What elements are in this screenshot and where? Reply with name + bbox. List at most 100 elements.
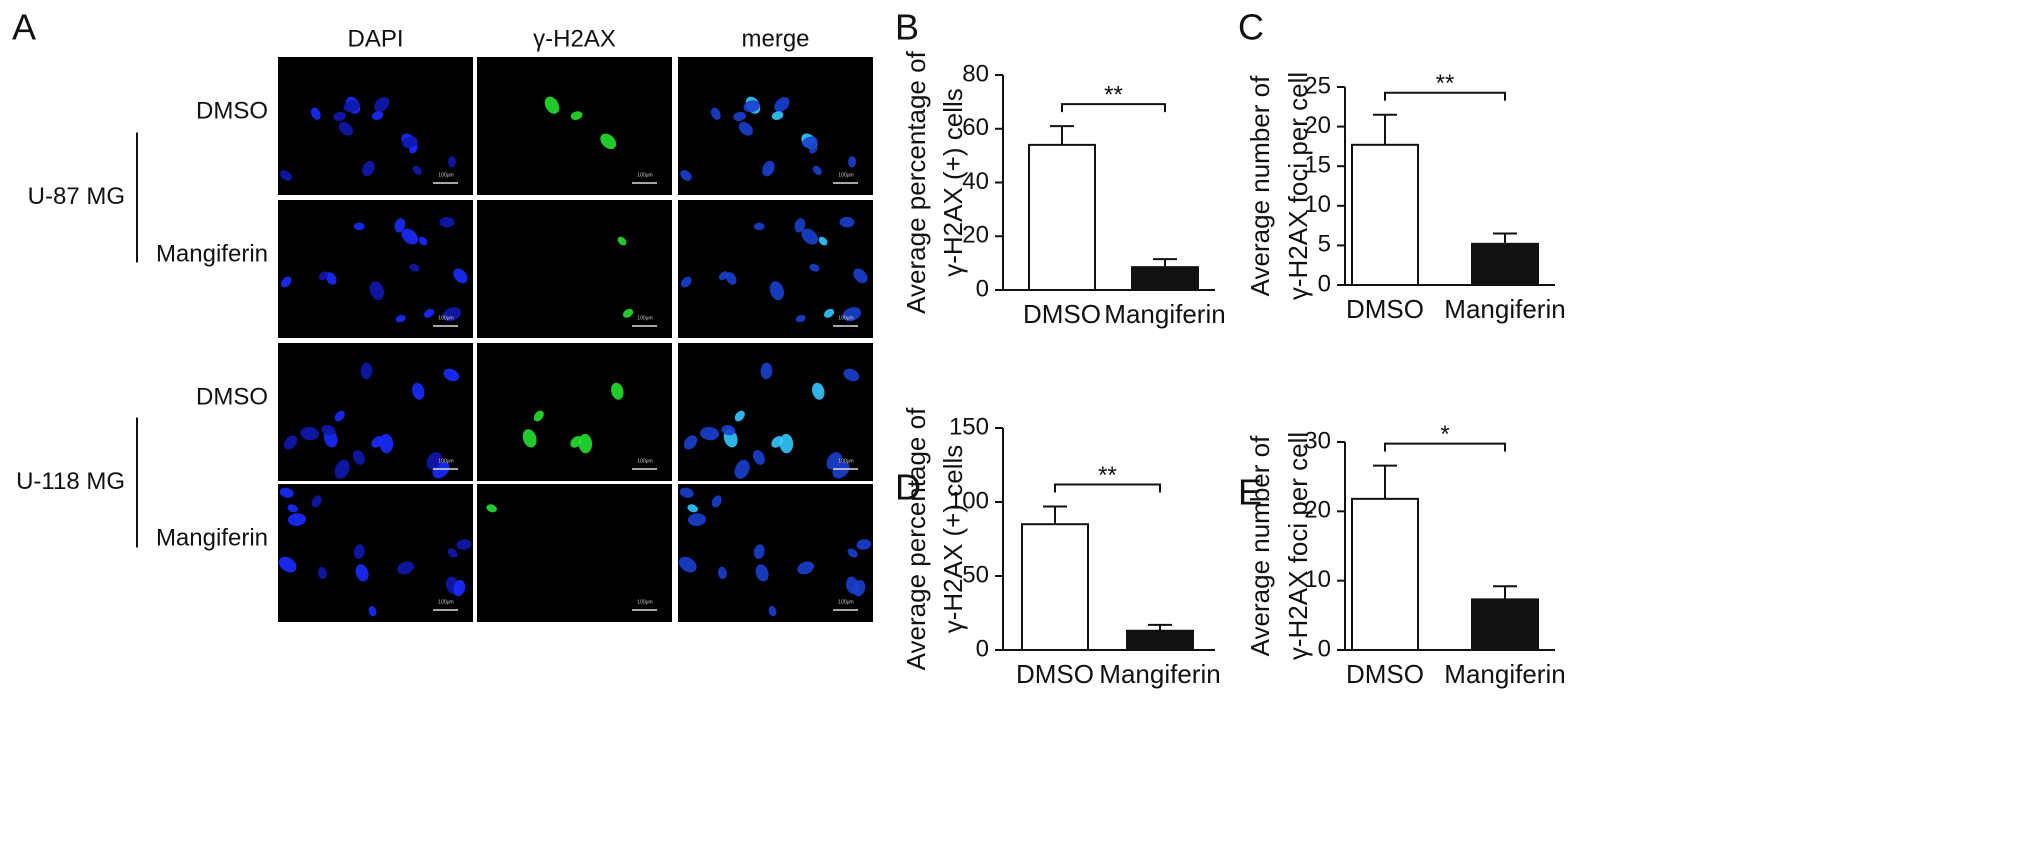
cell-nucleus — [426, 452, 442, 470]
cell-nucleus — [853, 268, 868, 284]
cell-nucleus — [725, 272, 737, 285]
bar — [1471, 598, 1539, 651]
x-tick-label: Mangiferin — [1444, 294, 1565, 324]
cell-nucleus — [394, 218, 406, 233]
cell-nucleus — [818, 236, 828, 246]
x-tick-label: Mangiferin — [1099, 659, 1220, 689]
y-tick-label: 0 — [976, 635, 989, 662]
cell-nucleus — [447, 548, 458, 558]
x-tick-label: DMSO — [1023, 299, 1101, 329]
cell-nucleus — [368, 605, 377, 617]
bar — [1126, 629, 1194, 652]
y-tick-label: 20 — [1304, 112, 1331, 139]
cell-nucleus — [687, 504, 698, 513]
cell-nucleus — [355, 564, 369, 582]
cell-nucleus — [753, 544, 765, 560]
cell-nucleus — [801, 228, 819, 245]
cell-nucleus — [738, 121, 753, 136]
scale-bar-label: 100μm — [838, 599, 853, 605]
y-tick-label: 50 — [962, 561, 989, 588]
cell-nucleus — [826, 452, 842, 470]
cell-nucleus — [402, 136, 418, 148]
cell-nucleus — [318, 566, 327, 580]
cell-nucleus — [678, 556, 697, 573]
scale-bar-label: 100μm — [637, 599, 652, 605]
cell-nucleus — [522, 429, 537, 448]
column-header: γ-H2AX — [533, 25, 616, 52]
cell-nucleus — [809, 263, 820, 272]
cell-nucleus — [544, 96, 560, 114]
y-tick-label: 25 — [1304, 72, 1331, 99]
cell-nucleus — [418, 236, 428, 246]
significance-bracket — [1061, 103, 1166, 113]
cell-nucleus — [711, 495, 722, 508]
scale-bar-label: 100μm — [838, 315, 853, 321]
micrograph — [477, 484, 672, 622]
cell-nucleus — [397, 561, 415, 575]
column-header: DAPI — [347, 25, 403, 52]
y-axis-label: γ-H2AX (+) cells — [938, 88, 968, 277]
panel-label: E — [1238, 472, 1262, 513]
cell-nucleus — [412, 382, 425, 400]
y-tick-label: 0 — [1318, 635, 1331, 662]
cell-nucleus — [412, 165, 422, 176]
cell-nucleus — [456, 539, 472, 550]
cell-nucleus — [617, 236, 627, 246]
cell-nucleus — [409, 263, 420, 272]
panel-label: C — [1238, 7, 1264, 48]
cell-nucleus — [374, 96, 390, 113]
cell-nucleus — [310, 107, 321, 120]
cell-nucleus — [287, 513, 307, 526]
y-axis-label: Average percentage of — [901, 50, 931, 313]
cell-nucleus — [281, 276, 292, 288]
x-tick-label: Mangiferin — [1104, 299, 1225, 329]
cell-nucleus — [486, 504, 497, 513]
micrograph — [477, 57, 672, 195]
cell-nucleus — [343, 100, 360, 113]
cell-nucleus — [812, 382, 825, 400]
cell-nucleus — [718, 566, 727, 580]
y-tick-label: 10 — [1304, 566, 1331, 593]
group-label: U-118 MG — [16, 468, 125, 495]
cell-nucleus — [755, 564, 769, 582]
y-tick-label: 20 — [1304, 497, 1331, 524]
panel-label: D — [895, 467, 921, 508]
x-tick-label: DMSO — [1346, 659, 1424, 689]
y-tick-label: 60 — [962, 114, 989, 141]
cell-nucleus — [769, 281, 785, 301]
x-tick-label: DMSO — [1016, 659, 1094, 689]
y-axis-label: Average percentage of — [901, 407, 931, 670]
cell-nucleus — [771, 435, 784, 448]
scale-bar-label: 100μm — [838, 172, 853, 178]
micrograph — [678, 484, 873, 622]
cell-nucleus — [353, 222, 365, 231]
row-label: Mangiferin — [156, 524, 268, 551]
cell-nucleus — [334, 459, 350, 479]
micrograph — [678, 57, 873, 195]
cell-nucleus — [600, 133, 617, 150]
cell-nucleus — [843, 368, 860, 382]
cell-nucleus — [352, 450, 365, 465]
cell-nucleus — [362, 160, 375, 177]
y-tick-label: 100 — [949, 487, 989, 514]
cell-nucleus — [333, 111, 346, 122]
panel-label: A — [12, 7, 36, 48]
row-label: DMSO — [196, 97, 268, 124]
micrograph — [278, 484, 473, 622]
y-tick-label: 80 — [962, 60, 989, 87]
row-label: Mangiferin — [156, 240, 268, 267]
significance-label: ** — [1436, 70, 1455, 97]
significance-label: ** — [1098, 462, 1117, 489]
scale-bar-label: 100μm — [438, 315, 453, 321]
cell-nucleus — [443, 368, 460, 382]
cell-nucleus — [774, 96, 790, 113]
significance-bracket — [1054, 483, 1161, 493]
panel-label: B — [895, 7, 919, 48]
y-tick-label: 150 — [949, 413, 989, 440]
cell-nucleus — [448, 156, 456, 168]
cell-nucleus — [842, 307, 862, 322]
cell-nucleus — [687, 513, 707, 526]
cell-nucleus — [752, 450, 765, 465]
bar — [1028, 143, 1096, 291]
cell-nucleus — [718, 271, 729, 281]
